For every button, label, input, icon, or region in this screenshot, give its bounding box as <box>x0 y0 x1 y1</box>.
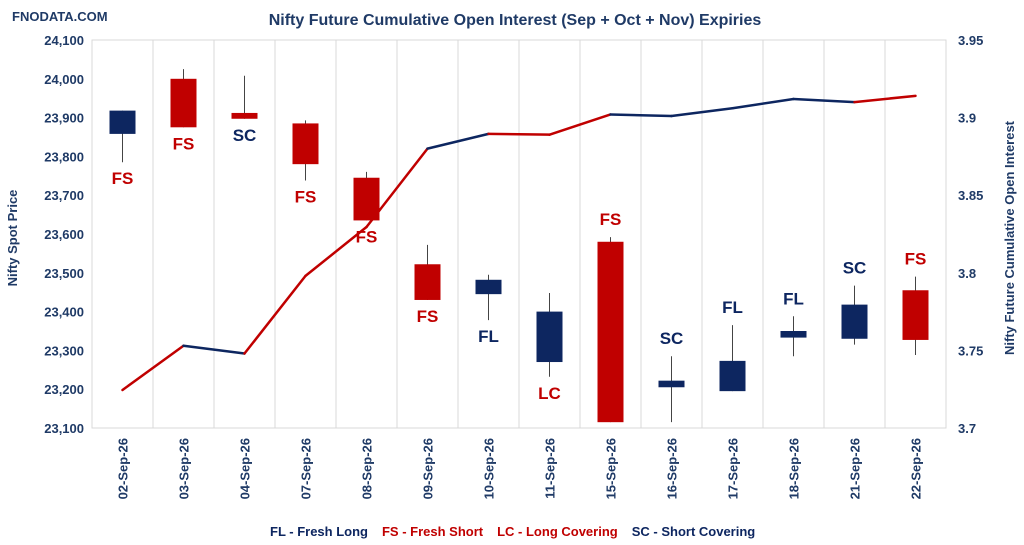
candle-body <box>109 110 136 134</box>
y-tick-left-label: 24,100 <box>44 33 84 48</box>
candles <box>109 69 929 423</box>
oi-line-segment <box>121 344 185 392</box>
oi-line-segment <box>182 344 246 355</box>
y-tick-left-label: 23,600 <box>44 227 84 242</box>
y-axis-left-label: Nifty Spot Price <box>5 190 20 287</box>
x-tick-label: 09-Sep-26 <box>421 438 436 499</box>
oi-line-segment <box>792 97 856 104</box>
candle-label: SC <box>660 329 684 348</box>
x-tick-label: 03-Sep-26 <box>177 438 192 499</box>
x-tick-label: 04-Sep-26 <box>238 438 253 499</box>
x-tick-label: 16-Sep-26 <box>665 438 680 499</box>
y-tick-left-label: 23,300 <box>44 343 84 358</box>
x-tick-label: 11-Sep-26 <box>543 438 558 499</box>
y-axis-left-ticks: 23,100 23,200 23,300 23,400 23,500 23,600 23,7… <box>44 33 84 436</box>
y-tick-left-label: 23,800 <box>44 149 84 164</box>
candle-body <box>231 112 258 119</box>
candle-body <box>414 264 441 300</box>
candle-label: SC <box>233 126 257 145</box>
y-tick-right-label: 3.9 <box>958 111 976 126</box>
oi-line-segment <box>670 107 734 118</box>
grid-lines <box>91 40 947 428</box>
candle-label: FS <box>417 307 439 326</box>
y-tick-left-label: 23,700 <box>44 188 84 203</box>
brand-logo: FNODATA.COM <box>12 9 108 24</box>
y-tick-left-label: 23,500 <box>44 266 84 281</box>
x-axis-ticks: 02-Sep-26 03-Sep-26 04-Sep-26 07-Sep-26 08-S… <box>116 438 924 499</box>
x-tick-label: 02-Sep-26 <box>116 438 131 499</box>
legend-item: FL - Fresh Long <box>270 524 368 539</box>
y-tick-left-label: 23,900 <box>44 111 84 126</box>
y-tick-right-label: 3.8 <box>958 266 976 281</box>
y-tick-right-label: 3.7 <box>958 421 976 436</box>
oi-line-segment <box>243 274 307 355</box>
x-tick-label: 17-Sep-26 <box>726 438 741 499</box>
candle-label: FL <box>783 289 804 308</box>
candle-labels: FS FS SC FS FS FS FL LC FS SC FL FL SC FS <box>112 126 927 403</box>
oi-line-segment <box>609 113 673 118</box>
y-tick-right-label: 3.85 <box>958 188 983 203</box>
candle-body <box>353 177 380 221</box>
candle-label: FS <box>173 134 195 153</box>
y-tick-left-label: 23,100 <box>44 421 84 436</box>
y-axis-right-label: Nifty Future Cumulative Open Interest <box>1002 120 1017 355</box>
oi-line-segment <box>487 132 551 136</box>
candle-body <box>170 78 197 128</box>
oi-line-segment <box>426 132 490 150</box>
candle-body <box>902 290 929 340</box>
oi-line <box>121 94 917 392</box>
candle-body <box>780 331 807 338</box>
legend-item: LC - Long Covering <box>497 524 618 539</box>
x-tick-label: 08-Sep-26 <box>360 438 375 499</box>
candle-body <box>841 304 868 339</box>
candle-label: FL <box>722 298 743 317</box>
candle-label: SC <box>843 259 867 278</box>
candle-body <box>292 123 319 165</box>
x-tick-label: 07-Sep-26 <box>299 438 314 499</box>
y-tick-right-label: 3.95 <box>958 33 983 48</box>
candle-label: FS <box>112 169 134 188</box>
candle-label: FL <box>478 327 499 346</box>
oi-line-segment <box>548 113 612 136</box>
candle-body <box>719 360 746 392</box>
x-tick-label: 21-Sep-26 <box>848 438 863 499</box>
x-tick-label: 15-Sep-26 <box>604 438 619 499</box>
legend: FL - Fresh Long FS - Fresh Short LC - Long… <box>270 524 755 539</box>
candle-label: FS <box>295 187 317 206</box>
candle-body <box>658 380 685 388</box>
x-tick-label: 10-Sep-26 <box>482 438 497 499</box>
legend-item: SC - Short Covering <box>632 524 756 539</box>
x-tick-label: 18-Sep-26 <box>787 438 802 499</box>
y-axis-right-ticks: 3.7 3.75 3.8 3.85 3.9 3.95 <box>958 33 983 436</box>
y-tick-left-label: 23,200 <box>44 382 84 397</box>
oi-line-segment <box>853 94 917 104</box>
y-tick-right-label: 3.75 <box>958 343 983 358</box>
legend-item: FS - Fresh Short <box>382 524 484 539</box>
candle-body <box>475 279 502 295</box>
oi-line-segment <box>731 97 795 110</box>
candle-label: LC <box>538 384 561 403</box>
candle-body <box>597 241 624 423</box>
candle-body <box>536 311 563 363</box>
candle-label: FS <box>600 210 622 229</box>
y-tick-left-label: 23,400 <box>44 305 84 320</box>
oi-line-segment <box>304 225 368 278</box>
chart-title: Nifty Future Cumulative Open Interest (S… <box>269 12 762 29</box>
candle-label: FS <box>905 250 927 269</box>
x-tick-label: 22-Sep-26 <box>909 438 924 499</box>
y-tick-left-label: 24,000 <box>44 72 84 87</box>
candle-label: FS <box>356 227 378 246</box>
